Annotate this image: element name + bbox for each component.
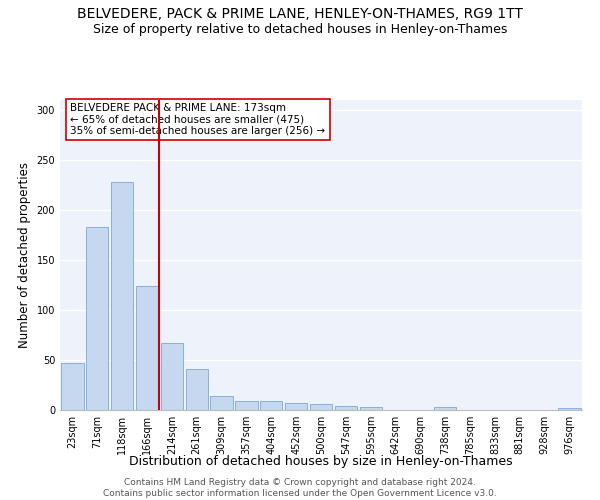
- Text: BELVEDERE PACK & PRIME LANE: 173sqm
← 65% of detached houses are smaller (475)
3: BELVEDERE PACK & PRIME LANE: 173sqm ← 65…: [70, 103, 326, 136]
- Bar: [61, 363, 83, 410]
- Bar: [285, 403, 307, 410]
- Text: Contains HM Land Registry data © Crown copyright and database right 2024.
Contai: Contains HM Land Registry data © Crown c…: [103, 478, 497, 498]
- Bar: [161, 343, 183, 410]
- Text: Size of property relative to detached houses in Henley-on-Thames: Size of property relative to detached ho…: [93, 22, 507, 36]
- Bar: [310, 404, 332, 410]
- Bar: [185, 369, 208, 410]
- Bar: [235, 401, 257, 410]
- Text: BELVEDERE, PACK & PRIME LANE, HENLEY-ON-THAMES, RG9 1TT: BELVEDERE, PACK & PRIME LANE, HENLEY-ON-…: [77, 8, 523, 22]
- Bar: [136, 286, 158, 410]
- Bar: [559, 408, 581, 410]
- Bar: [359, 407, 382, 410]
- Y-axis label: Number of detached properties: Number of detached properties: [18, 162, 31, 348]
- Bar: [111, 182, 133, 410]
- Bar: [86, 227, 109, 410]
- Bar: [434, 407, 457, 410]
- Bar: [260, 401, 283, 410]
- Text: Distribution of detached houses by size in Henley-on-Thames: Distribution of detached houses by size …: [129, 455, 513, 468]
- Bar: [335, 406, 357, 410]
- Bar: [211, 396, 233, 410]
